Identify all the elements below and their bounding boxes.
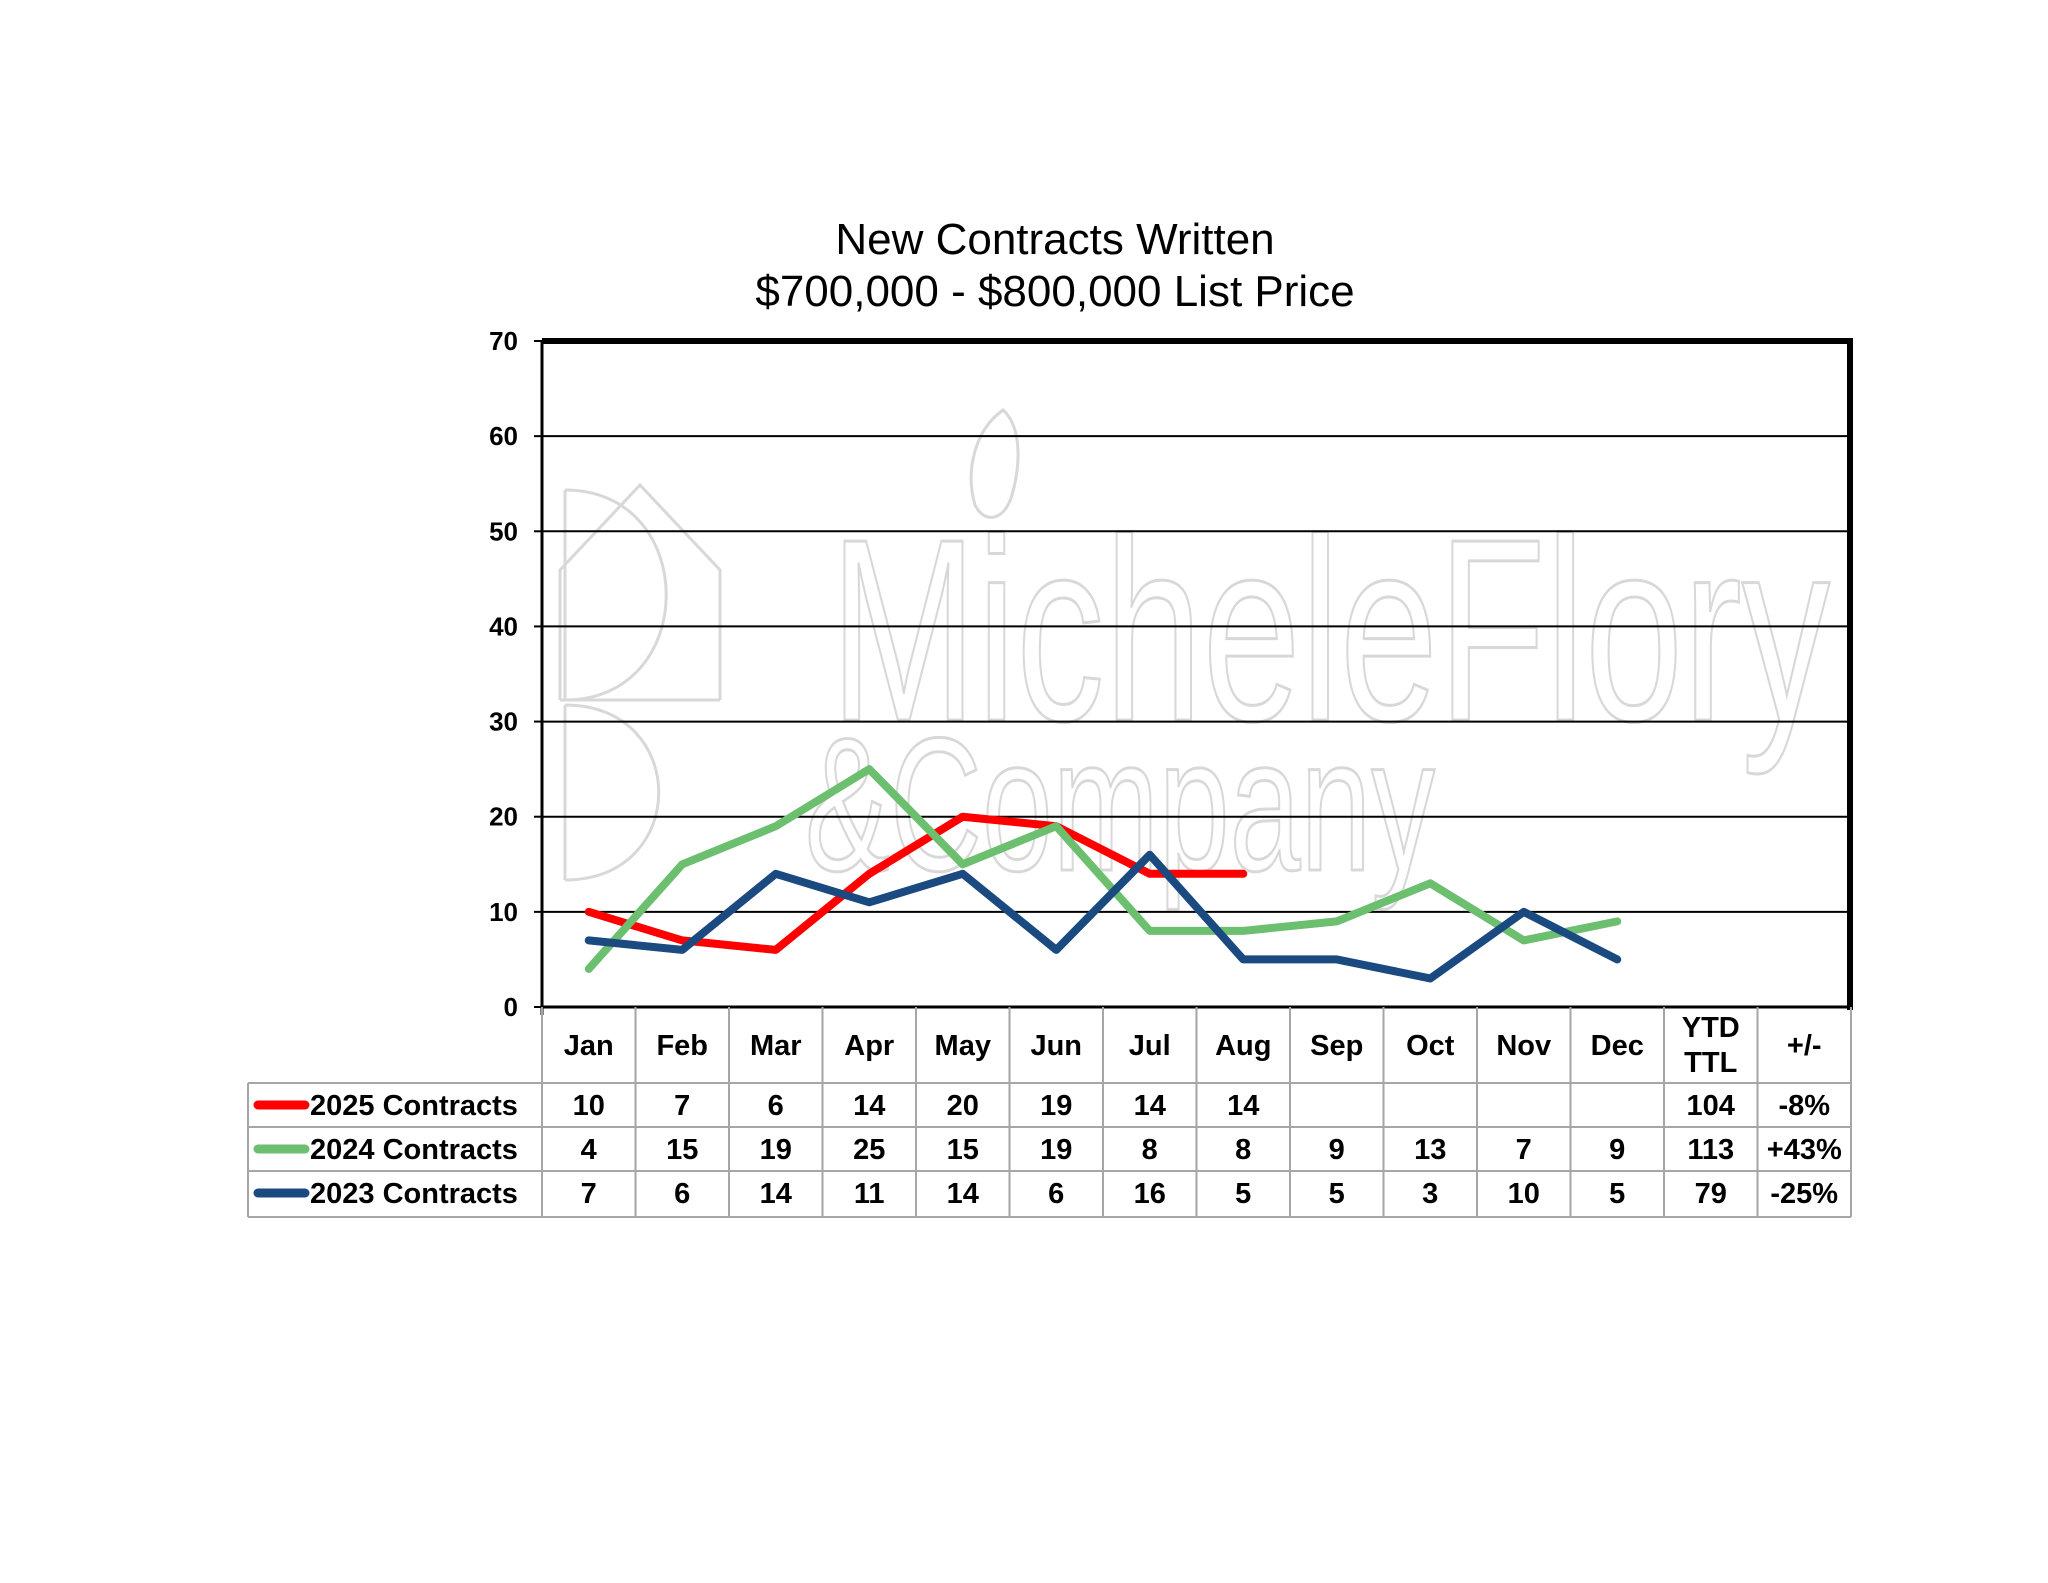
table-cell: 8 (1142, 1134, 1158, 1166)
table-cell-change: -25% (1770, 1178, 1838, 1210)
table-cell-ytd: 113 (1687, 1134, 1734, 1166)
table-cell: 7 (1516, 1134, 1532, 1166)
table-cell: 9 (1609, 1134, 1625, 1166)
table-cell-change: -8% (1778, 1090, 1830, 1122)
x-tick-label: Jul (1129, 1030, 1171, 1062)
watermark: MicheleFlory &Company (558, 408, 1832, 913)
table-cell-ytd: 79 (1695, 1178, 1727, 1210)
series-name-label: 2024 Contracts (310, 1134, 518, 1166)
table-cell: 16 (1134, 1178, 1166, 1210)
chart-title: New Contracts Written (835, 215, 1274, 264)
table-cell: 6 (1048, 1178, 1064, 1210)
table-cell: 6 (674, 1178, 690, 1210)
chart-subtitle: $700,000 - $800,000 List Price (755, 267, 1354, 316)
x-tick-label: May (935, 1030, 991, 1062)
table-cell: 15 (947, 1134, 979, 1166)
watermark-d-icon (563, 488, 668, 702)
table-header-change: +/- (1787, 1030, 1822, 1062)
table-cell: 7 (581, 1178, 597, 1210)
table-cell: 6 (768, 1090, 784, 1122)
x-tick-label: Sep (1310, 1030, 1363, 1062)
table-cell: 14 (760, 1178, 792, 1210)
x-tick-label: Feb (656, 1030, 708, 1062)
table-cell: 14 (947, 1178, 979, 1210)
table-cell: 5 (1235, 1178, 1251, 1210)
x-tick-label: Nov (1496, 1030, 1551, 1062)
watermark-line1: MicheleFlory (830, 486, 1830, 777)
x-tick-label: Dec (1591, 1030, 1644, 1062)
table-cell: 25 (853, 1134, 885, 1166)
x-tick-label: Apr (844, 1030, 894, 1062)
table-cell: 4 (581, 1134, 597, 1166)
table-cell: 11 (854, 1178, 885, 1210)
table-cell: 8 (1235, 1134, 1251, 1166)
x-tick-label: Jan (564, 1030, 614, 1062)
x-tick-label: Jun (1030, 1030, 1082, 1062)
table-cell: 20 (947, 1090, 979, 1122)
y-tick-label: 70 (489, 326, 518, 356)
table-cell: 7 (674, 1090, 690, 1122)
y-axis: 0 10 20 30 40 50 60 70 (489, 326, 1853, 1022)
table-cell: 10 (573, 1090, 605, 1122)
table-header-ytd: YTD TTL (1682, 1012, 1740, 1079)
y-tick-label: 20 (489, 802, 518, 832)
x-tick-label: Mar (750, 1030, 802, 1062)
x-tick-label: Aug (1215, 1030, 1271, 1062)
y-tick-label: 60 (489, 421, 518, 451)
y-tick-label: 10 (489, 897, 518, 927)
table-cell-change: +43% (1767, 1134, 1842, 1166)
table-cell: 3 (1422, 1178, 1438, 1210)
table-cell: 19 (760, 1134, 792, 1166)
series-line-2024 (584, 765, 1622, 973)
table-cell: 9 (1329, 1134, 1345, 1166)
y-tick-label: 0 (504, 992, 518, 1022)
table-cell: 13 (1414, 1134, 1446, 1166)
series-line-2023 (584, 850, 1622, 983)
table-cell: 15 (666, 1134, 698, 1166)
table-cell: 5 (1609, 1178, 1625, 1210)
series-name-label: 2023 Contracts (310, 1178, 518, 1210)
watermark-house-icon (558, 482, 722, 702)
table-cell: 19 (1040, 1134, 1072, 1166)
y-tick-label: 40 (489, 611, 518, 641)
table-cell: 14 (1227, 1090, 1259, 1122)
y-tick-label: 30 (489, 707, 518, 737)
table-cell: 10 (1508, 1178, 1540, 1210)
data-table: Jan Feb Mar Apr May Jun Jul Aug Sep Oct Nov Dec YTD T… (247, 1007, 1852, 1218)
series-lines (584, 765, 1622, 983)
table-cell: 14 (853, 1090, 885, 1122)
watermark-leaf-icon (969, 408, 1020, 519)
table-cell: 14 (1134, 1090, 1166, 1122)
x-tick-label: Oct (1406, 1030, 1455, 1062)
table-cell-ytd: 104 (1687, 1090, 1735, 1122)
y-tick-label: 50 (489, 516, 518, 546)
table-cell: 19 (1040, 1090, 1072, 1122)
table-cell: 5 (1329, 1178, 1345, 1210)
watermark-d2-icon (563, 703, 661, 882)
series-name-label: 2025 Contracts (310, 1090, 518, 1122)
